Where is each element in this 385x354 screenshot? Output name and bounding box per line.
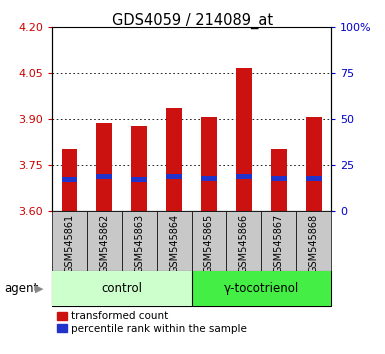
Text: GSM545861: GSM545861 [64,214,74,273]
Bar [62,177,77,182]
Bar [166,108,182,211]
Text: GSM545863: GSM545863 [134,214,144,273]
Bar [97,123,112,211]
Bar [87,211,122,271]
Bar [226,211,261,271]
Bar [97,175,112,179]
Text: GSM545864: GSM545864 [169,214,179,273]
Bar [306,176,321,181]
Bar [166,175,182,179]
Text: control: control [101,282,142,295]
Text: GSM545862: GSM545862 [99,214,109,273]
Bar [236,68,252,211]
Text: GSM545868: GSM545868 [309,214,319,273]
Bar [62,149,77,211]
Text: GSM545865: GSM545865 [204,214,214,273]
Bar [122,211,157,271]
Bar [52,271,192,306]
Bar [192,271,331,306]
Bar [306,117,321,211]
Legend: transformed count, percentile rank within the sample: transformed count, percentile rank withi… [57,312,247,334]
Text: GSM545866: GSM545866 [239,214,249,273]
Text: GSM545867: GSM545867 [274,214,284,273]
Text: agent: agent [4,282,38,295]
Bar [192,211,226,271]
Bar [236,175,252,179]
Bar [131,177,147,182]
Bar [201,176,217,181]
Bar [157,211,192,271]
Bar [261,211,296,271]
Text: ▶: ▶ [35,284,44,293]
Bar [296,211,331,271]
Text: GDS4059 / 214089_at: GDS4059 / 214089_at [112,12,273,29]
Bar [131,126,147,211]
Bar [271,176,286,181]
Text: γ-tocotrienol: γ-tocotrienol [224,282,299,295]
Bar [201,117,217,211]
Bar [52,211,87,271]
Bar [271,149,286,211]
